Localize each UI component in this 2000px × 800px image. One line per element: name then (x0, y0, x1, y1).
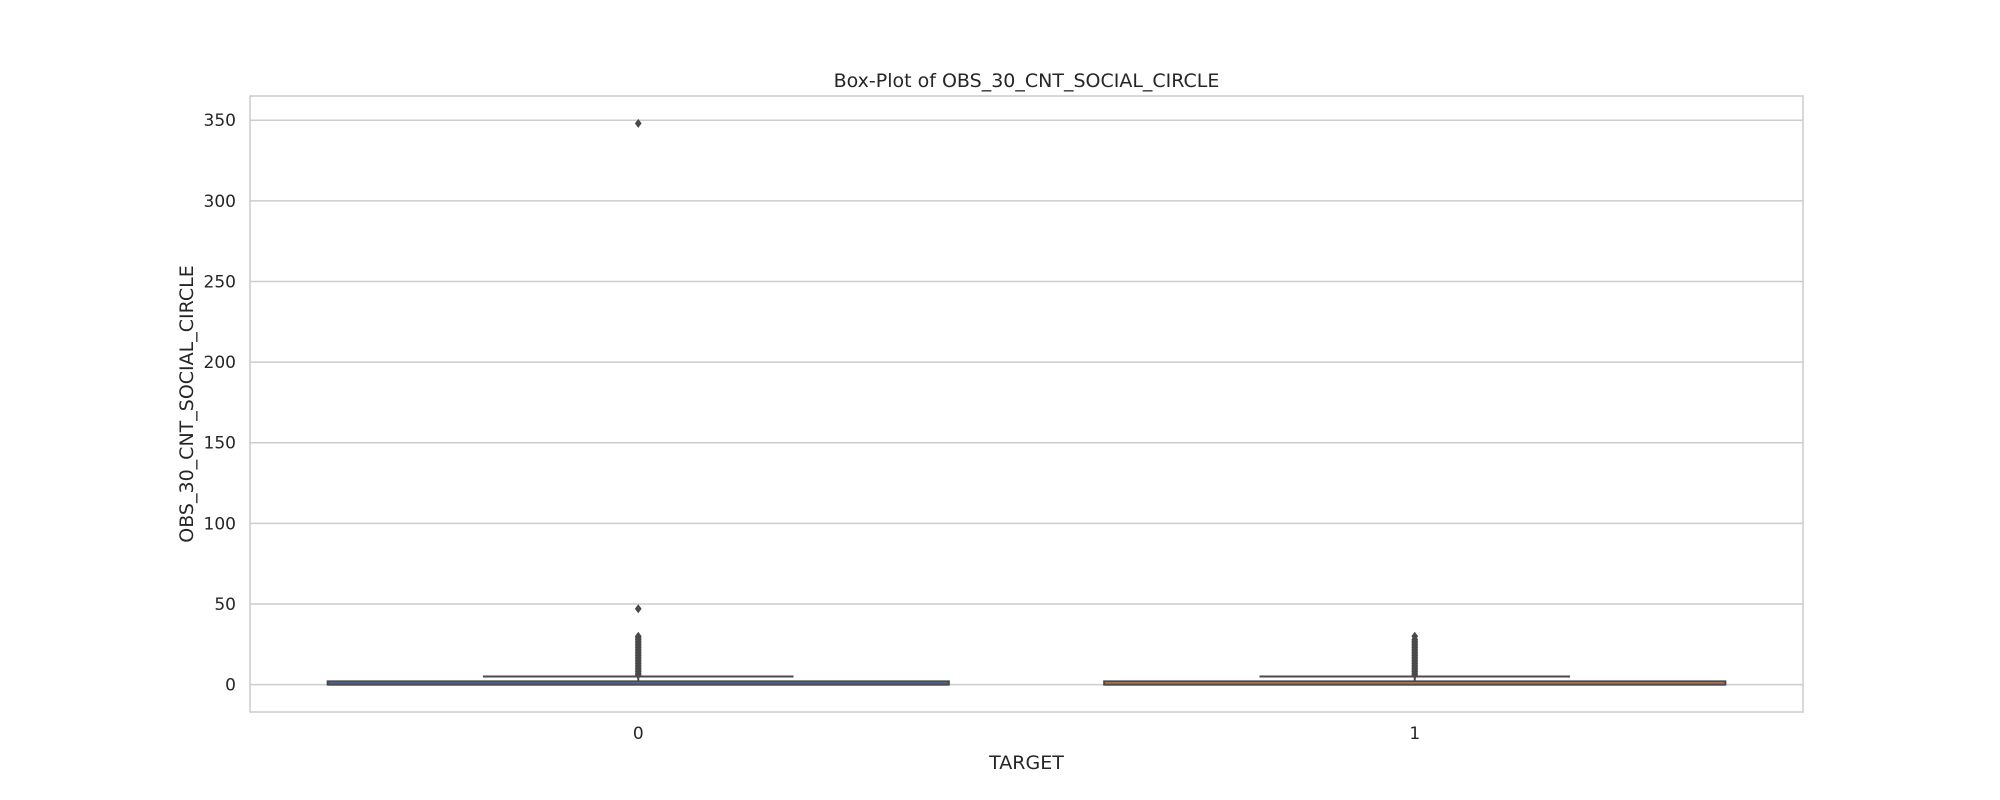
y-tick-label: 50 (214, 595, 236, 615)
y-tick-label: 300 (204, 192, 236, 212)
outlier-point (634, 604, 642, 614)
x-tick-label: 1 (1409, 724, 1420, 744)
outlier-point (1411, 631, 1419, 641)
boxes (326, 118, 1727, 686)
outlier-point (634, 118, 642, 128)
chart-title: Box-Plot of OBS_30_CNT_SOCIAL_CIRCLE (834, 70, 1220, 92)
outlier-point (634, 631, 642, 641)
y-tick-label: 250 (204, 272, 236, 292)
x-tick-label: 0 (633, 724, 644, 744)
x-axis-label: TARGET (988, 752, 1064, 774)
y-tick-label: 200 (204, 353, 236, 373)
y-tick-labels: 0 50 100 150 200 250 300 350 (204, 111, 236, 695)
box-group-1 (1103, 631, 1727, 686)
y-axis-label: OBS_30_CNT_SOCIAL_CIRCLE (176, 265, 198, 542)
y-tick-label: 150 (204, 434, 236, 454)
y-tick-label: 100 (204, 514, 236, 534)
y-tick-label: 350 (204, 111, 236, 131)
y-tick-label: 0 (225, 676, 236, 696)
box-group-0 (326, 118, 950, 686)
plot-frame (249, 95, 1804, 713)
